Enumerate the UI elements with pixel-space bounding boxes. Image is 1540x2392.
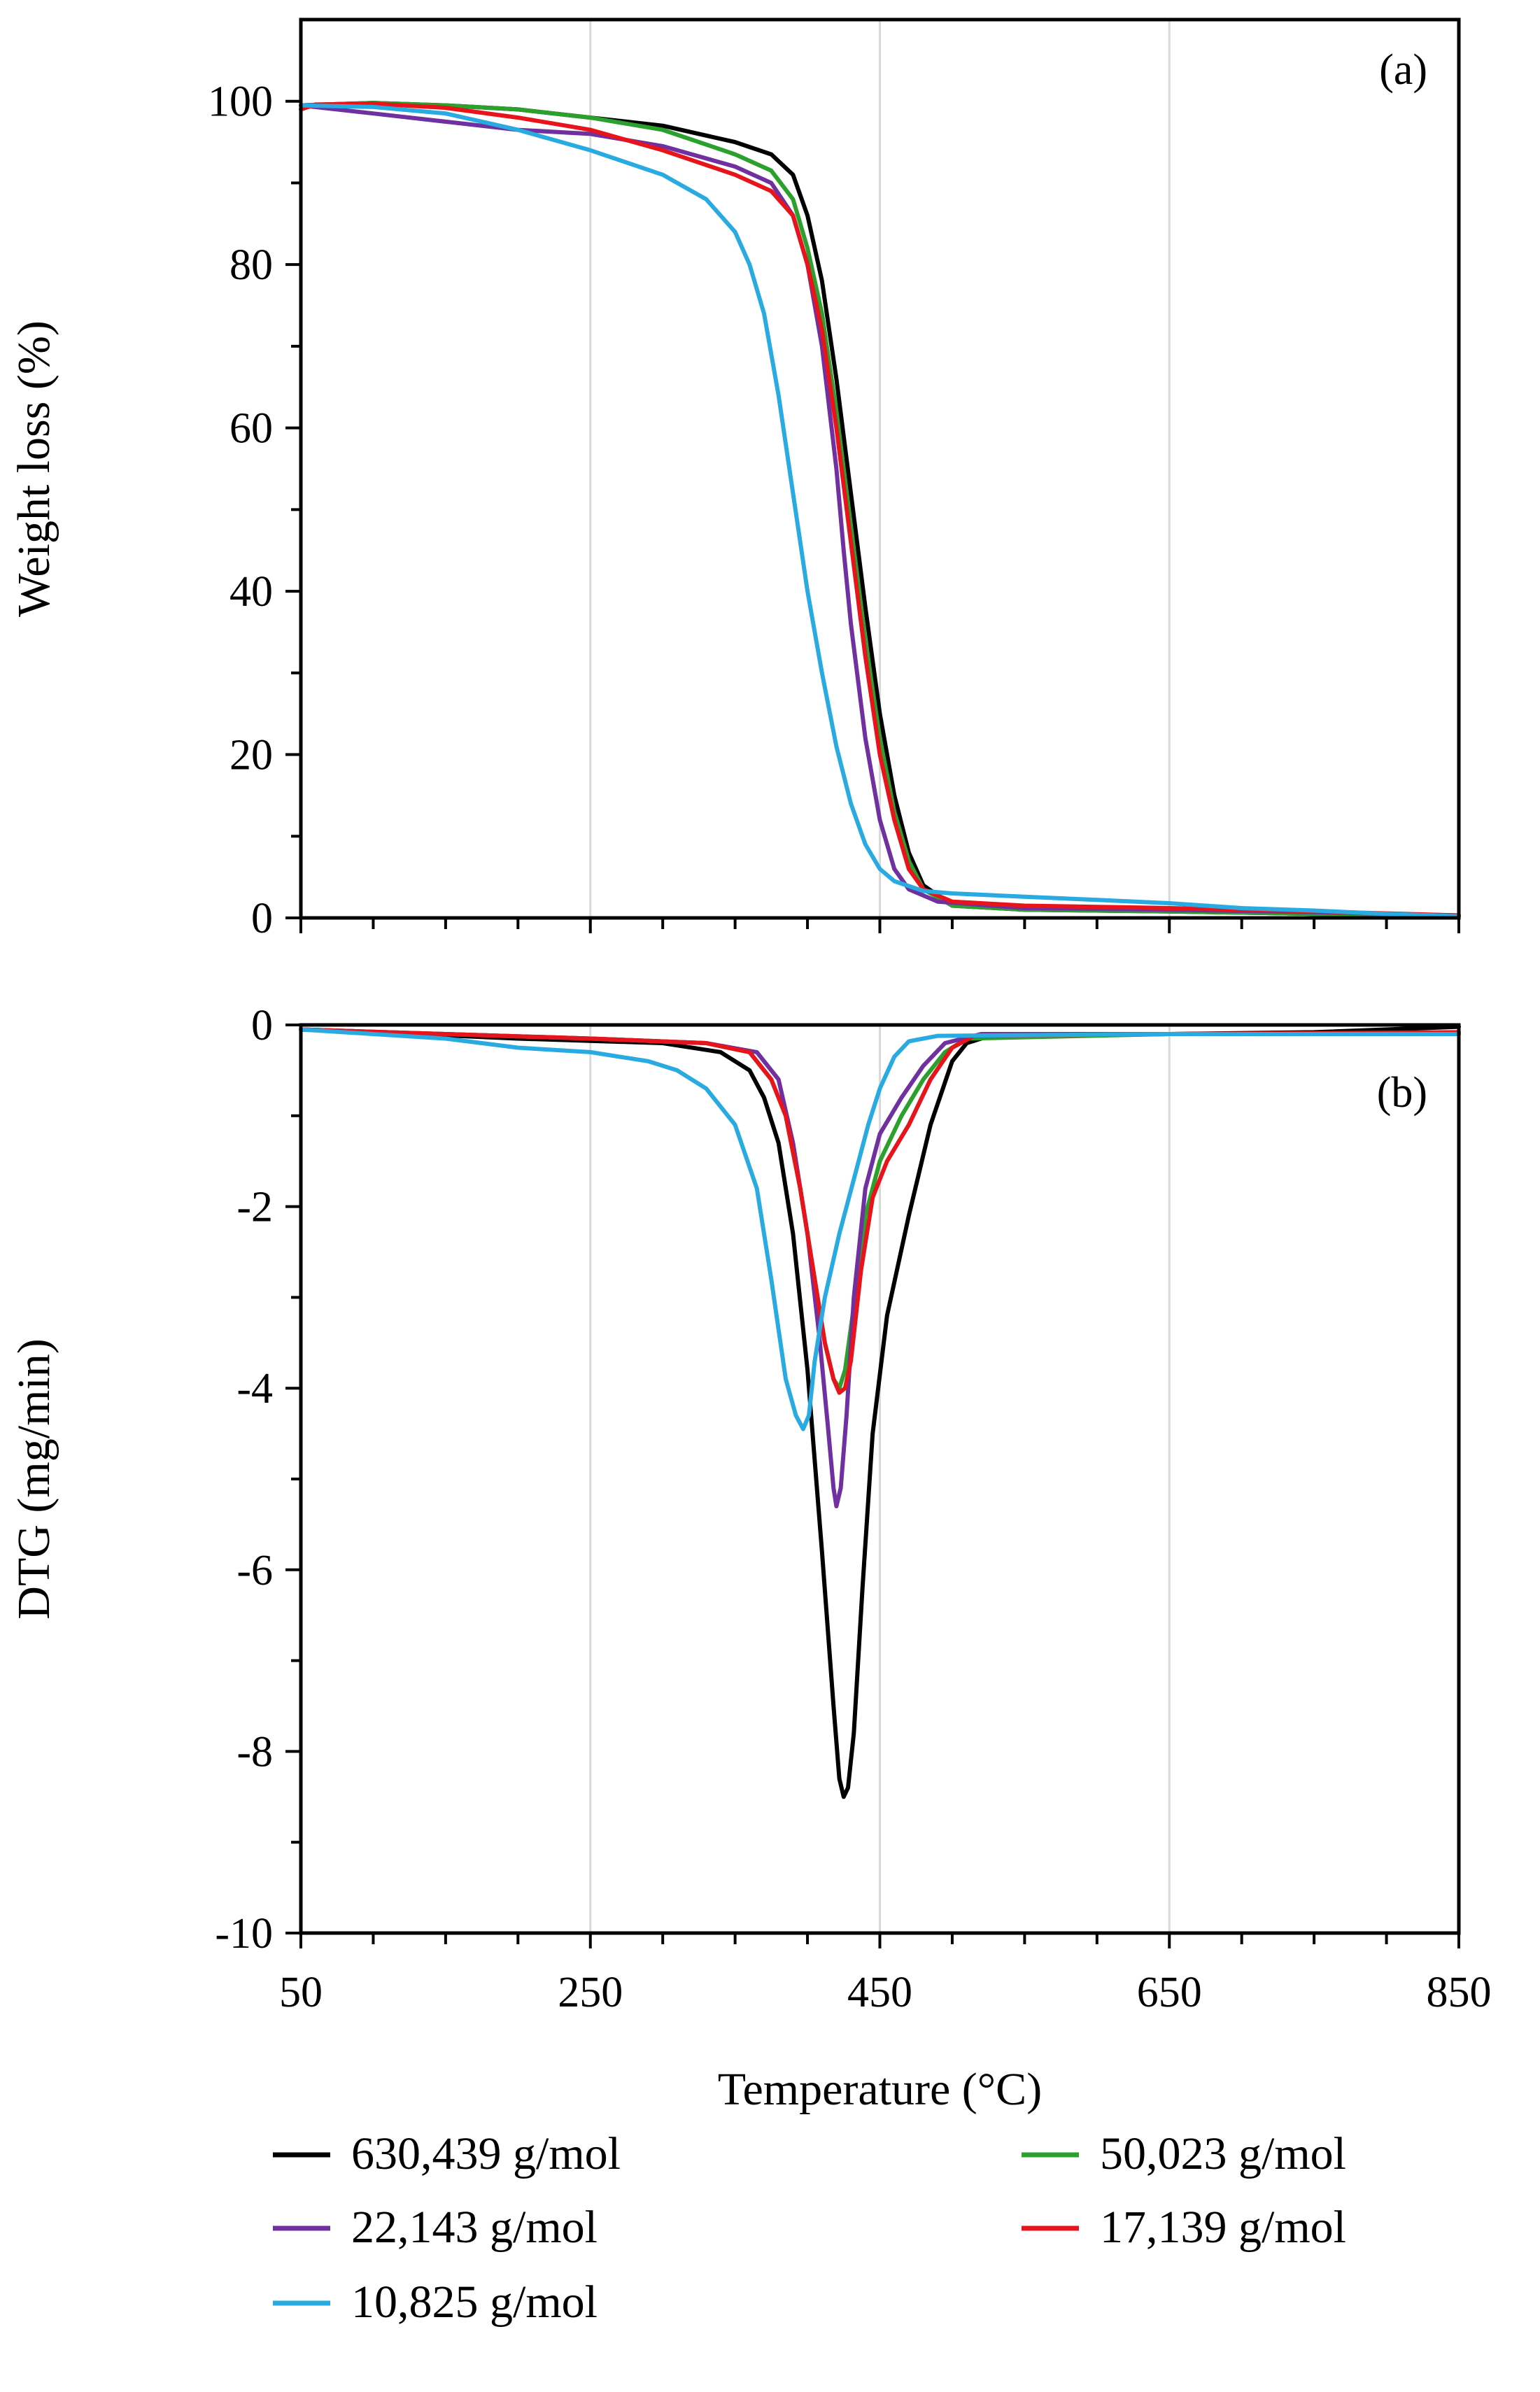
legend-label-630-439-g-mol: 630,439 g/mol <box>351 2128 621 2179</box>
panel-a-y-axis-title: Weight loss (%) <box>8 320 59 617</box>
legend-label-22-143-g-mol: 22,143 g/mol <box>351 2202 598 2253</box>
panel-b-y-tick-label: -10 <box>215 1910 273 1958</box>
panel-b-x-tick-label: 50 <box>279 1969 323 2016</box>
panel-a-grid <box>589 20 1171 918</box>
panel-b-series-630-439-g-mol <box>299 1024 1461 1799</box>
panel-b-ticks <box>285 1024 1460 1948</box>
panel-b-series-17-139-g-mol <box>299 1027 1461 1395</box>
panel-a-series <box>299 101 1461 919</box>
panel-b-series <box>299 1024 1461 1799</box>
legend-label-10-825-g-mol: 10,825 g/mol <box>351 2277 598 2328</box>
legend-label-50-023-g-mol: 50,023 g/mol <box>1100 2128 1346 2179</box>
panel-a-y-tick-label: 40 <box>229 568 273 616</box>
panel-a-y-tick-label: 0 <box>251 895 273 942</box>
panel-b-x-tick-label: 250 <box>558 1969 623 2016</box>
panel-b-y-tick-labels: -10 -8 -6 -4 -2 0 <box>215 1002 273 1958</box>
panel-a-ticks <box>285 99 1460 933</box>
x-axis-title: Temperature (°C) <box>718 2064 1042 2115</box>
panel-b-x-tick-label: 650 <box>1137 1969 1202 2016</box>
legend: 630,439 g/mol 50,023 g/mol 22,143 g/mol 17,… <box>273 2128 1346 2328</box>
panel-b-y-tick-label: -8 <box>236 1728 273 1776</box>
panel-b-y-tick-label: 0 <box>251 1002 273 1049</box>
panel-b-dtg: -10 -8 -6 -4 -2 0 50 250 450 650 850 (b) DTG (mg/… <box>8 1002 1492 2115</box>
panel-b-y-tick-label: -2 <box>236 1184 273 1231</box>
panel-b-series-10-825-g-mol <box>299 1027 1461 1431</box>
panel-b-x-tick-label: 450 <box>847 1969 912 2016</box>
panel-a-series-10-825-g-mol <box>299 103 1461 919</box>
panel-a-y-tick-labels: 0 20 40 60 80 100 <box>208 78 273 942</box>
panel-a-weight-loss: 0 20 40 60 80 100 (a) Weight loss (%) <box>8 17 1461 942</box>
panel-b-y-tick-label: -6 <box>236 1547 273 1594</box>
panel-a-y-tick-label: 100 <box>208 78 273 126</box>
legend-label-17-139-g-mol: 17,139 g/mol <box>1100 2202 1346 2253</box>
panel-b-y-tick-label: -4 <box>236 1365 273 1413</box>
panel-a-label: (a) <box>1379 46 1427 94</box>
panel-a-series-50-023-g-mol <box>299 101 1461 918</box>
panel-a-y-tick-label: 60 <box>229 405 273 453</box>
panel-b-x-tick-label: 850 <box>1427 1969 1492 2016</box>
panel-a-y-tick-label: 80 <box>229 241 273 289</box>
panel-a-y-tick-label: 20 <box>229 732 273 779</box>
panel-b-y-axis-title: DTG (mg/min) <box>8 1338 59 1619</box>
panel-a-series-17-139-g-mol <box>299 101 1461 918</box>
panel-b-x-tick-labels: 50 250 450 650 850 <box>279 1969 1492 2016</box>
panel-b-label: (b) <box>1377 1069 1427 1117</box>
